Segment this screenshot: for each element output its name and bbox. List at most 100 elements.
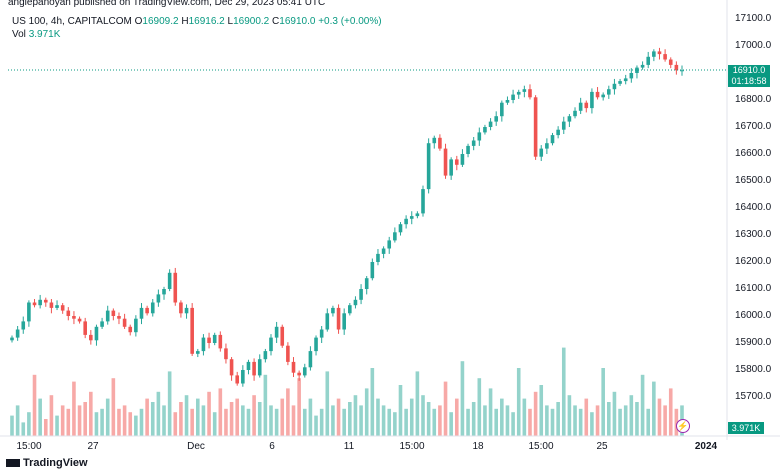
- volume-bar: [652, 381, 656, 436]
- symbol-label[interactable]: US 100, 4h, CAPITALCOM: [12, 16, 132, 27]
- volume-bar: [117, 408, 121, 436]
- candle-body: [195, 351, 200, 354]
- volume-bar: [342, 408, 346, 436]
- price-tick-label: 15800.0: [735, 364, 772, 375]
- volume-bar: [421, 395, 425, 436]
- close-label: C: [272, 16, 280, 27]
- time-tick-label: 15:00: [399, 441, 425, 452]
- volume-bars: [10, 347, 684, 436]
- volume-bar: [246, 408, 251, 436]
- volume-bar: [257, 402, 262, 436]
- volume-bar: [657, 398, 662, 436]
- volume-bar: [663, 405, 667, 436]
- candle-body: [443, 148, 448, 176]
- candle-body: [60, 305, 65, 311]
- volume-bar: [229, 402, 234, 436]
- candle-body: [32, 302, 37, 306]
- volume-legend: Vol 3.971K: [12, 29, 60, 40]
- candle-body: [438, 137, 442, 149]
- attribution-text: anglepanoyan published on TradingView.co…: [8, 0, 326, 8]
- candle-body: [43, 299, 48, 303]
- vol-label: Vol: [12, 29, 26, 40]
- price-tick-label: 15700.0: [735, 391, 772, 402]
- volume-bar: [533, 391, 538, 436]
- volume-bar: [195, 398, 200, 436]
- candle-body: [348, 305, 352, 314]
- volume-bar: [432, 408, 437, 436]
- candle-body: [331, 307, 335, 314]
- candles: [10, 47, 684, 387]
- volume-bar: [477, 378, 482, 436]
- low-value: 16900.2: [233, 16, 270, 27]
- candle-body: [522, 89, 527, 92]
- candle-body: [421, 189, 425, 214]
- candle-body: [184, 307, 189, 314]
- candle-body: [539, 148, 544, 157]
- candle-body: [618, 81, 622, 84]
- volume-bar: [449, 412, 453, 436]
- volume-bar: [280, 398, 285, 436]
- candle-body: [179, 302, 183, 314]
- volume-bar: [190, 408, 194, 436]
- candle-body: [556, 129, 560, 136]
- candle-body: [224, 348, 228, 360]
- candle-body: [674, 64, 679, 71]
- candle-body: [325, 313, 330, 330]
- volume-bar: [308, 398, 313, 436]
- candle-body: [55, 305, 59, 308]
- time-tick-label: 15:00: [528, 441, 554, 452]
- volume-bar: [387, 408, 392, 436]
- candle-body: [466, 145, 470, 154]
- candle-body: [241, 370, 245, 384]
- candle-body: [612, 83, 617, 90]
- price-tick-label: 16000.0: [735, 310, 772, 321]
- flash-icon[interactable]: ⚡: [676, 419, 690, 433]
- candle-body: [201, 337, 206, 352]
- candle-body: [77, 318, 82, 322]
- volume-bar: [522, 398, 527, 436]
- candle-body: [483, 127, 487, 133]
- candle-body: [652, 51, 656, 57]
- volume-bar: [207, 391, 211, 436]
- volume-bar: [89, 391, 93, 436]
- volume-bar: [32, 374, 37, 436]
- candle-body: [488, 121, 493, 127]
- candle-body: [342, 313, 346, 330]
- candle-body: [319, 329, 324, 338]
- candle-body: [477, 132, 482, 141]
- volume-bar: [595, 405, 600, 436]
- candle-body: [297, 372, 301, 376]
- candle-body: [308, 351, 313, 368]
- volume-bar: [201, 405, 206, 436]
- candle-body: [505, 100, 510, 103]
- volume-bar: [66, 408, 71, 436]
- candle-body: [72, 316, 76, 319]
- candle-body: [393, 232, 397, 241]
- price-tick-label: 16300.0: [735, 229, 772, 240]
- volume-bar: [567, 395, 572, 436]
- time-tick-label: 6: [269, 441, 275, 452]
- price-tick-label: 16100.0: [735, 283, 772, 294]
- volume-bar: [612, 391, 617, 436]
- volume-bar: [516, 368, 521, 436]
- volume-bar: [607, 402, 611, 436]
- candle-body: [190, 307, 194, 354]
- volume-bar: [494, 408, 499, 436]
- candle-body: [567, 116, 572, 122]
- volume-bar: [398, 385, 403, 436]
- volume-bar: [359, 405, 363, 436]
- volume-bar: [43, 419, 48, 436]
- volume-bar: [629, 395, 634, 436]
- volume-bar: [83, 402, 87, 436]
- time-tick-label: 15:00: [16, 441, 42, 452]
- high-label: H: [181, 16, 189, 27]
- volume-bar: [561, 347, 566, 436]
- candle-body: [381, 248, 386, 254]
- price-tick-label: 16200.0: [735, 256, 772, 267]
- volume-bar: [297, 378, 301, 436]
- vol-value: 3.971K: [28, 29, 61, 40]
- candle-body: [128, 326, 133, 333]
- tradingview-logo-icon: [6, 459, 20, 468]
- candle-body: [511, 94, 515, 100]
